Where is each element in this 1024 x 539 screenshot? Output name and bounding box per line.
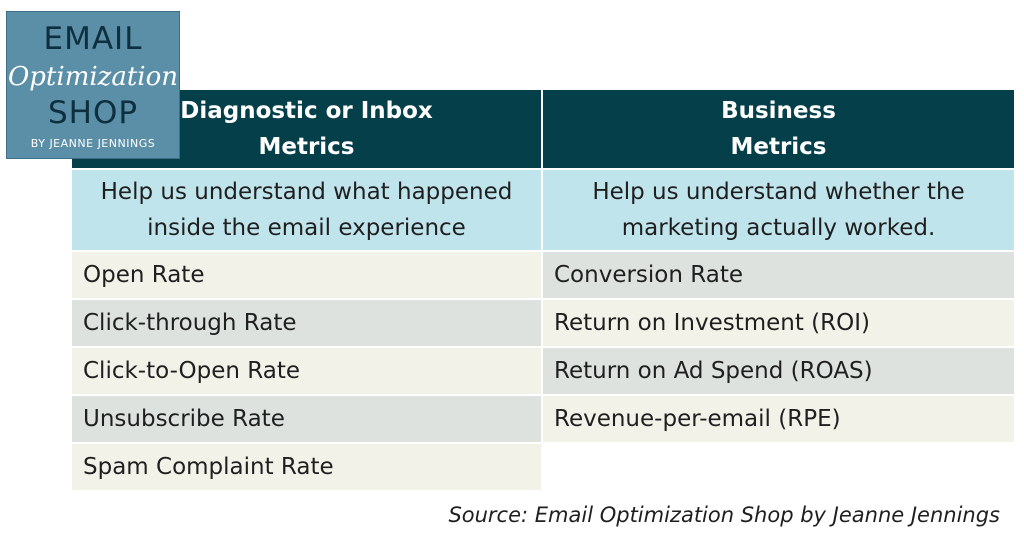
table-cell: Revenue-per-email (RPE): [543, 396, 1014, 444]
source-caption: Source: Email Optimization Shop by Jeann…: [448, 503, 1000, 527]
table-row: Unsubscribe Rate Revenue-per-email (RPE): [72, 396, 1014, 444]
email-optimization-shop-logo: EMAIL Optimization SHOP BY JEANNE JENNIN…: [6, 11, 180, 159]
table-cell: Spam Complaint Rate: [72, 444, 543, 492]
table-cell: Click-to-Open Rate: [72, 348, 543, 396]
table-cell: Return on Investment (ROI): [543, 300, 1014, 348]
table-cell: Unsubscribe Rate: [72, 396, 543, 444]
table-description-row: Help us understand what happened inside …: [72, 170, 1014, 252]
description-diagnostic: Help us understand what happened inside …: [72, 170, 543, 252]
logo-line-byline: BY JEANNE JENNINGS: [30, 137, 156, 150]
table-cell: Open Rate: [72, 252, 543, 300]
table-row: Spam Complaint Rate: [72, 444, 1014, 492]
metrics-table: Diagnostic or Inbox Metrics Business Met…: [72, 90, 1014, 492]
description-business: Help us understand whether the marketing…: [543, 170, 1014, 252]
table-cell: Return on Ad Spend (ROAS): [543, 348, 1014, 396]
logo-line-shop: SHOP: [47, 95, 139, 131]
table-row: Click-through Rate Return on Investment …: [72, 300, 1014, 348]
table-header-row: Diagnostic or Inbox Metrics Business Met…: [72, 90, 1014, 170]
table-cell: Conversion Rate: [543, 252, 1014, 300]
logo-line-email: EMAIL: [43, 21, 143, 57]
header-business-metrics: Business Metrics: [543, 90, 1014, 170]
logo-line-optimization: Optimization: [7, 62, 179, 92]
table-cell: Click-through Rate: [72, 300, 543, 348]
table-row: Click-to-Open Rate Return on Ad Spend (R…: [72, 348, 1014, 396]
table-cell-empty: [543, 444, 1014, 492]
table-row: Open Rate Conversion Rate: [72, 252, 1014, 300]
